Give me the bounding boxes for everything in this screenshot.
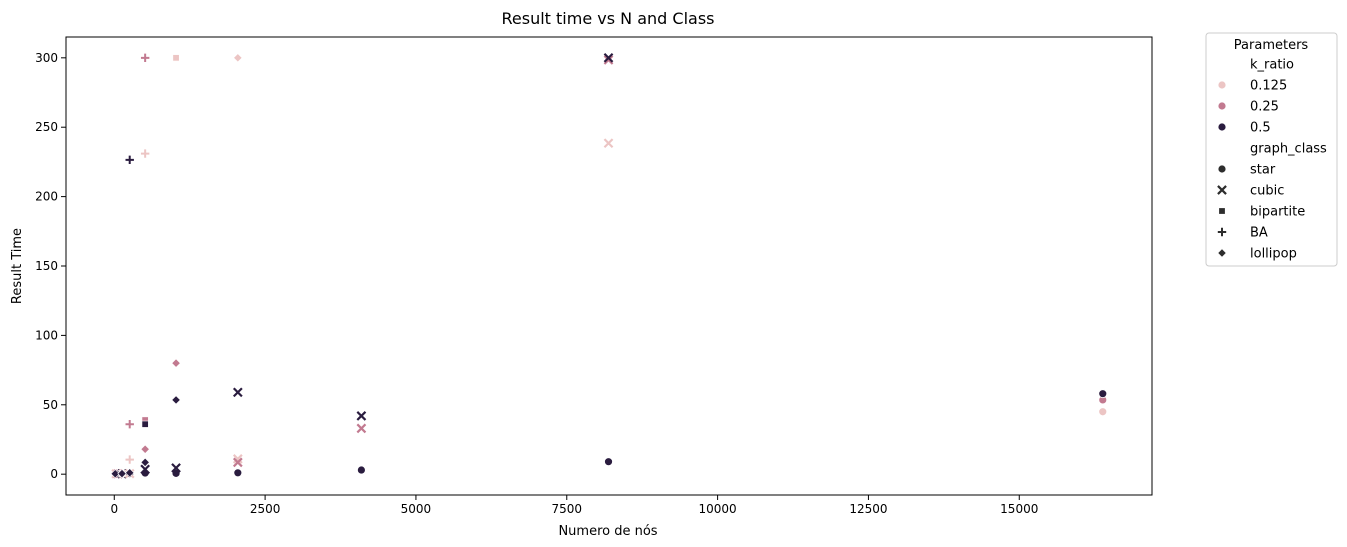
data-point — [356, 465, 366, 475]
data-point — [140, 444, 150, 454]
data-points — [110, 52, 1108, 479]
legend-entry-label: star — [1250, 163, 1276, 178]
legend-entry-label: BA — [1250, 226, 1268, 241]
data-point — [232, 387, 243, 398]
legend-marker — [1217, 80, 1227, 90]
data-point — [140, 53, 150, 63]
legend-marker — [1218, 207, 1226, 215]
legend-frame — [1205, 32, 1338, 267]
legend-marker — [1217, 164, 1227, 174]
x-tick-label: 10000 — [699, 502, 737, 516]
legend-marker — [1217, 101, 1227, 111]
data-point — [172, 54, 180, 62]
data-point — [125, 455, 134, 464]
y-axis-label: Result Time — [10, 228, 25, 304]
plot-area: 0 2500 5000 7500 10000 12500 15000 0 50 100 150 20… — [35, 36, 1153, 516]
data-point — [233, 53, 243, 63]
y-tick-label: 50 — [43, 398, 58, 412]
x-axis: 0 2500 5000 7500 10000 12500 15000 — [110, 495, 1038, 516]
data-point — [1098, 389, 1108, 399]
data-point — [117, 469, 127, 479]
data-point — [171, 358, 181, 368]
data-point — [171, 395, 181, 405]
data-point — [125, 155, 134, 165]
data-point — [171, 463, 181, 473]
y-tick-label: 250 — [35, 120, 58, 134]
data-point — [141, 420, 149, 428]
data-point — [603, 138, 614, 149]
data-point — [603, 52, 614, 63]
data-point — [232, 457, 243, 468]
data-point — [603, 55, 614, 65]
plot-frame — [65, 36, 1153, 496]
legend-marker — [1217, 227, 1227, 237]
data-point — [233, 468, 243, 478]
data-point — [140, 457, 150, 468]
data-point — [356, 423, 367, 434]
y-axis: 0 50 100 150 200 250 300 — [35, 51, 66, 481]
data-point — [140, 464, 151, 475]
y-tick-label: 100 — [35, 328, 58, 342]
legend-title: Parameters — [1234, 38, 1309, 53]
y-tick-label: 200 — [35, 190, 58, 204]
legend-entry-label: lollipop — [1250, 247, 1297, 262]
legend-hue-title: k_ratio — [1250, 58, 1294, 73]
x-tick-label: 15000 — [1000, 502, 1038, 516]
x-tick-label: 5000 — [401, 502, 432, 516]
data-point — [125, 420, 134, 429]
y-tick-label: 0 — [50, 467, 58, 481]
data-point — [110, 469, 120, 479]
y-tick-label: 300 — [35, 51, 58, 65]
legend-entry-label: bipartite — [1250, 205, 1305, 220]
legend-style-title: graph_class — [1250, 142, 1327, 157]
legend-marker — [1217, 122, 1227, 132]
legend-marker — [1217, 185, 1227, 195]
data-point — [356, 411, 367, 421]
data-point — [604, 457, 613, 467]
x-tick-label: 2500 — [250, 502, 281, 516]
data-point — [1098, 407, 1108, 417]
data-point — [125, 468, 135, 478]
legend-entry-label: cubic — [1250, 184, 1284, 199]
x-axis-label: Numero de nós — [558, 524, 657, 539]
legend-entry-label: 0.25 — [1250, 100, 1279, 115]
legend-entry-label: 0.5 — [1250, 121, 1271, 136]
legend-marker — [1217, 248, 1227, 258]
legend: Parameters k_ratio 0.125 0.25 0.5 graph_clas… — [1205, 32, 1338, 267]
x-tick-label: 7500 — [551, 502, 582, 516]
chart-title: Result time vs N and Class — [502, 9, 715, 28]
x-tick-label: 0 — [110, 502, 118, 516]
y-tick-label: 150 — [35, 259, 58, 273]
legend-entry-label: 0.125 — [1250, 79, 1287, 94]
x-tick-label: 12500 — [849, 502, 887, 516]
data-point — [140, 149, 150, 158]
